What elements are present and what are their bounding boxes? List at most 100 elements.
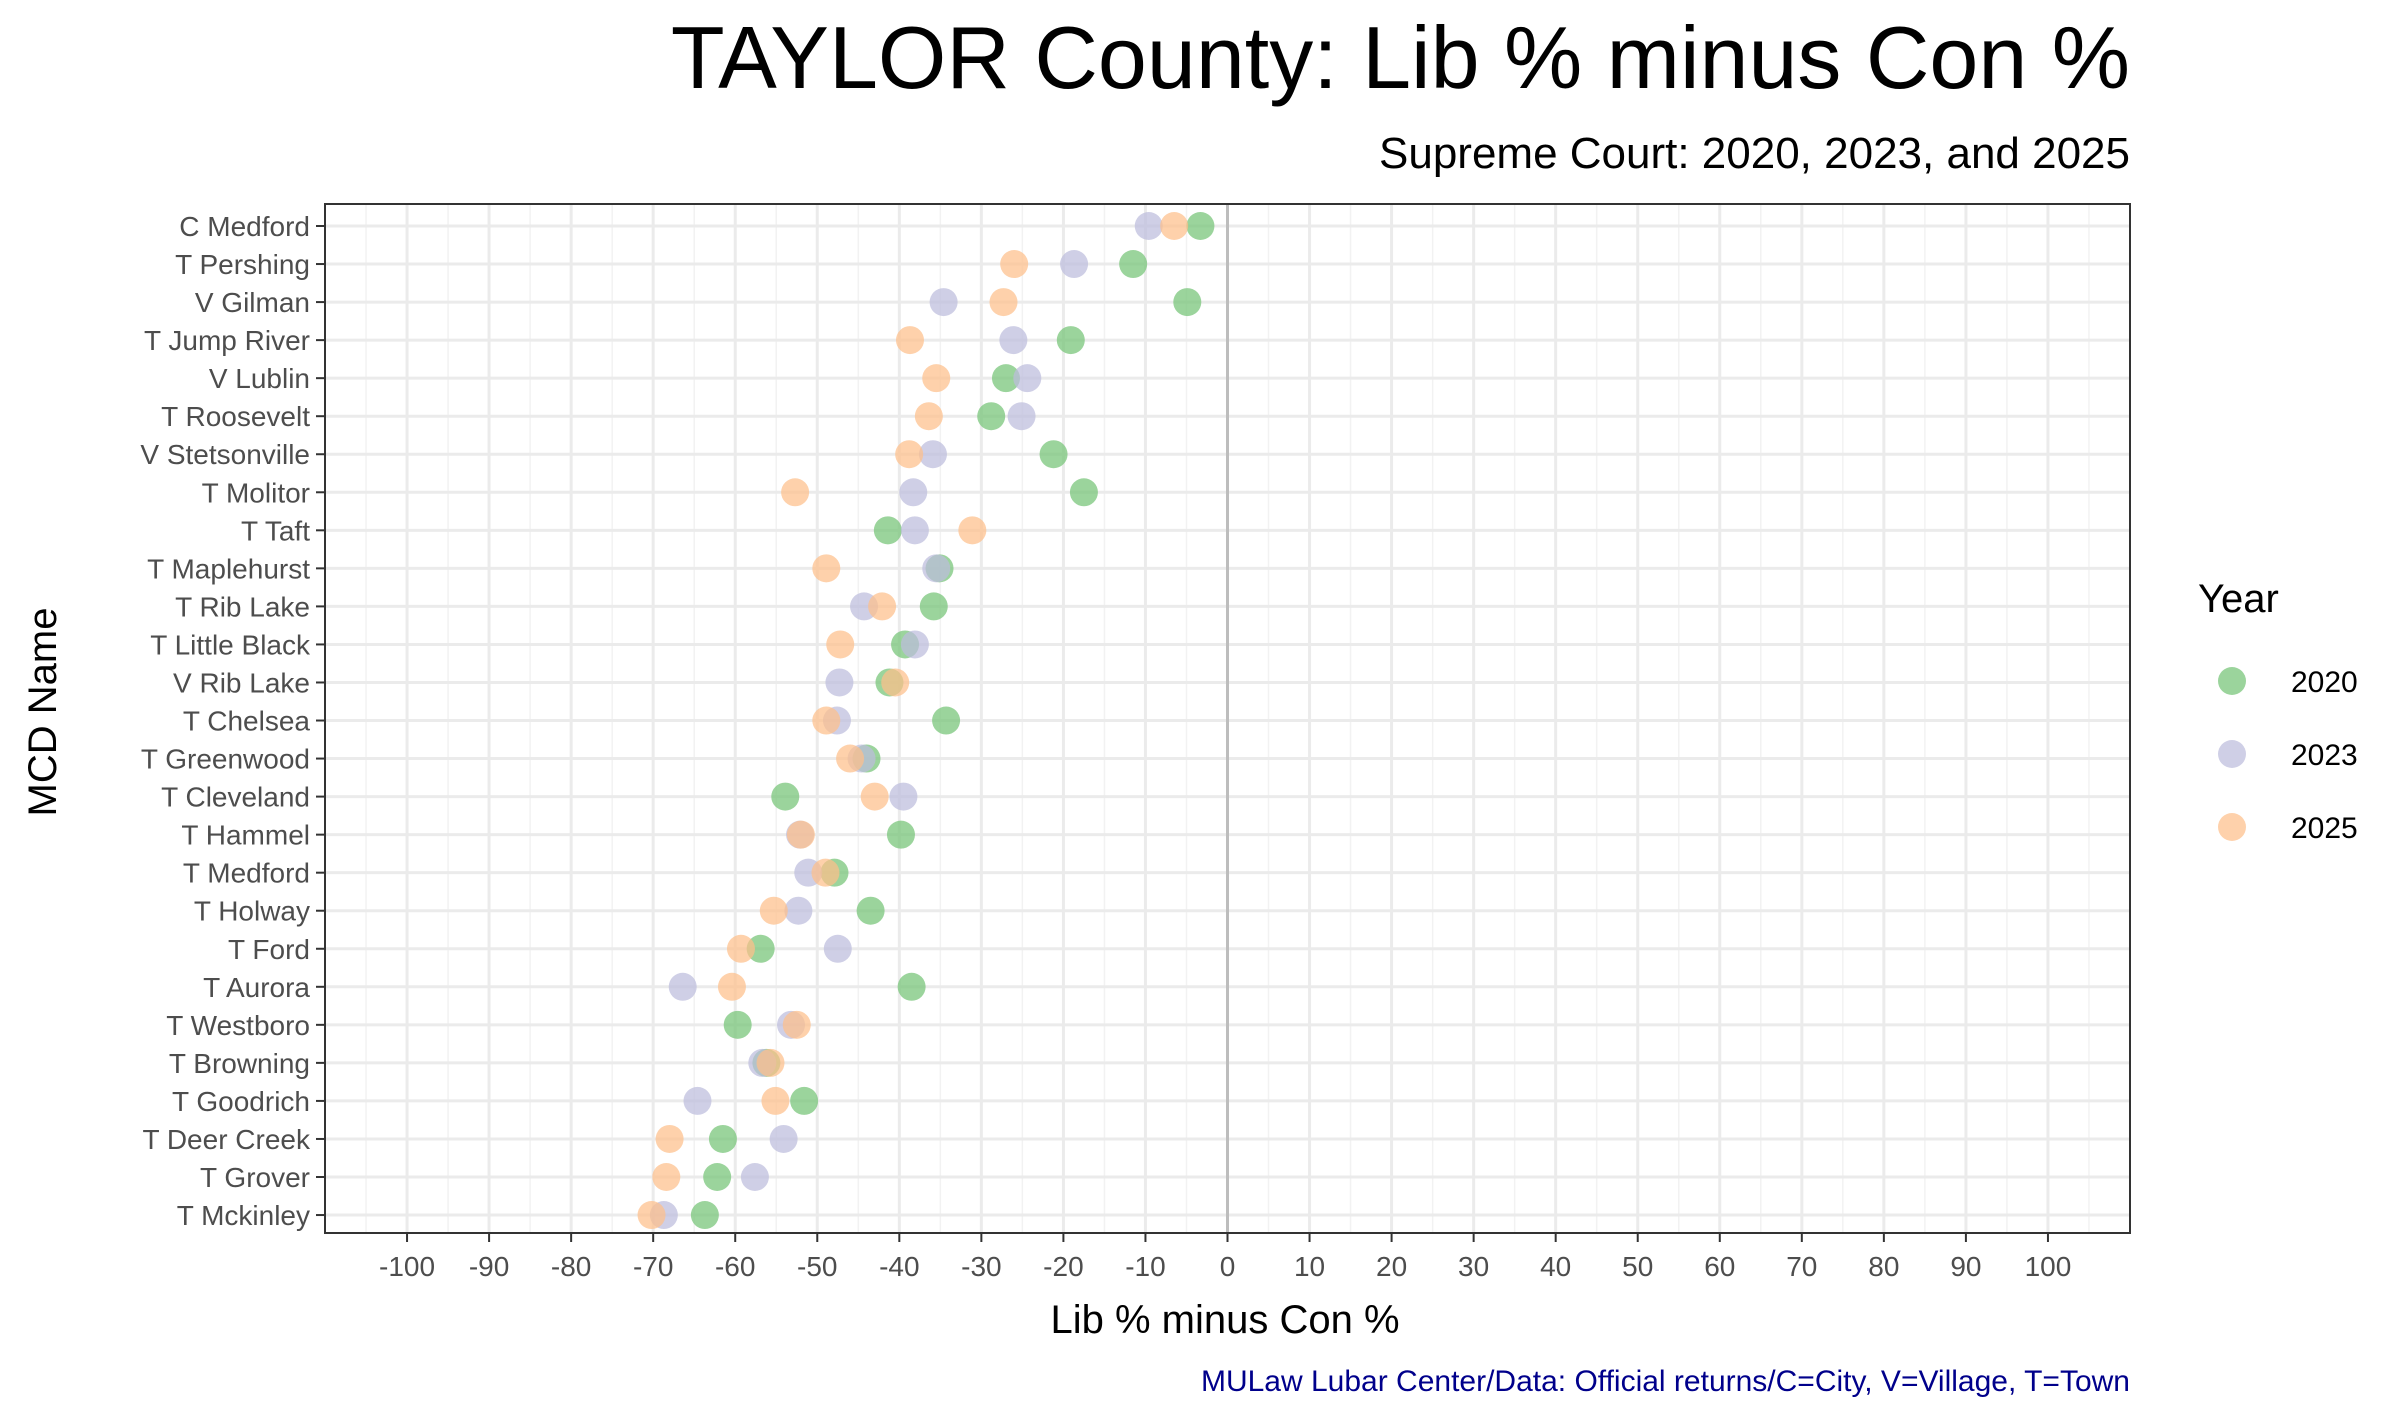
chart-subtitle: Supreme Court: 2020, 2023, and 2025 xyxy=(1379,129,2130,178)
y-tick-label: T Holway xyxy=(194,896,310,927)
x-tick-label: -70 xyxy=(633,1251,673,1282)
point-2025 xyxy=(860,782,889,811)
y-axis-title: MCD Name xyxy=(21,608,65,817)
point-2025 xyxy=(826,630,855,659)
point-2025 xyxy=(1160,212,1189,240)
point-2020 xyxy=(991,364,1020,393)
point-2025 xyxy=(781,478,810,507)
point-2020 xyxy=(771,782,800,811)
point-2023 xyxy=(784,896,813,925)
point-2025 xyxy=(836,744,865,773)
point-2023 xyxy=(1007,402,1036,431)
y-tick-label: T Roosevelt xyxy=(161,401,310,432)
y-tick-label: V Gilman xyxy=(195,287,310,318)
x-tick-label: 100 xyxy=(2025,1251,2072,1282)
point-2020 xyxy=(886,820,915,849)
point-2025 xyxy=(726,934,755,963)
y-tick-label: T Medford xyxy=(183,858,310,889)
point-2023 xyxy=(1060,250,1089,279)
point-2023 xyxy=(899,478,928,507)
point-2020 xyxy=(897,972,926,1001)
y-tick-label: V Stetsonville xyxy=(140,439,310,470)
point-2020 xyxy=(1069,478,1098,507)
chart-caption: MULaw Lubar Center/Data: Official return… xyxy=(1201,1365,2130,1398)
plot-panel xyxy=(324,203,2131,1234)
legend-label: 2025 xyxy=(2291,812,2358,845)
y-tick-label: V Lublin xyxy=(209,363,310,394)
point-2020 xyxy=(977,402,1006,431)
legend-label: 2020 xyxy=(2291,666,2358,699)
point-2025 xyxy=(1000,250,1029,279)
point-2023 xyxy=(918,440,947,469)
point-2020 xyxy=(919,592,948,621)
point-2025 xyxy=(759,896,788,925)
point-2025 xyxy=(868,592,897,621)
legend-key-2023 xyxy=(2218,740,2246,768)
x-tick-label: -50 xyxy=(797,1251,837,1282)
point-2023 xyxy=(683,1086,712,1115)
point-2023 xyxy=(1134,212,1163,240)
y-tick-label: T Grover xyxy=(200,1162,310,1193)
point-2020 xyxy=(1119,250,1148,279)
legend-title: Year xyxy=(2198,577,2279,621)
y-tick-label: T Molitor xyxy=(202,477,310,508)
point-2020 xyxy=(1039,440,1068,469)
legend: Year 2020 2023 2025 xyxy=(2198,577,2358,845)
legend-label: 2023 xyxy=(2291,739,2358,772)
point-2025 xyxy=(914,402,943,431)
x-tick-label: 30 xyxy=(1458,1251,1489,1282)
y-tick-label: T Deer Creek xyxy=(142,1124,311,1155)
x-axis-title: Lib % minus Con % xyxy=(1050,1298,1399,1342)
point-2023 xyxy=(922,554,951,583)
point-2020 xyxy=(1056,326,1085,355)
x-tick-label: 90 xyxy=(1950,1251,1981,1282)
point-2025 xyxy=(881,668,910,697)
y-tick-label: T Little Black xyxy=(150,629,311,660)
point-2025 xyxy=(782,1010,811,1039)
point-2023 xyxy=(825,668,854,697)
x-tick-label: 70 xyxy=(1786,1251,1817,1282)
x-tick-label: 10 xyxy=(1294,1251,1325,1282)
x-tick-label: -60 xyxy=(715,1251,755,1282)
point-2020 xyxy=(790,1086,819,1115)
y-tick-label: T Maplehurst xyxy=(147,553,310,584)
x-tick-label: 60 xyxy=(1704,1251,1735,1282)
point-2020 xyxy=(1173,288,1202,317)
y-tick-label: T Hammel xyxy=(181,820,310,851)
point-2023 xyxy=(823,934,852,963)
chart-title: TAYLOR County: Lib % minus Con % xyxy=(671,8,2130,107)
x-tick-label: 80 xyxy=(1868,1251,1899,1282)
point-2020 xyxy=(708,1124,737,1153)
point-2025 xyxy=(989,288,1018,317)
x-tick-label: -40 xyxy=(879,1251,919,1282)
point-2025 xyxy=(652,1163,681,1191)
x-tick-label: -80 xyxy=(551,1251,591,1282)
point-2025 xyxy=(655,1124,684,1153)
x-tick-label: 50 xyxy=(1622,1251,1653,1282)
point-2023 xyxy=(999,326,1028,355)
point-2023 xyxy=(668,972,697,1001)
point-2025 xyxy=(895,326,924,355)
legend-key-2020 xyxy=(2218,667,2246,695)
point-2020 xyxy=(690,1201,719,1230)
y-tick-label: T Taft xyxy=(241,515,310,546)
y-tick-label: V Rib Lake xyxy=(173,667,310,698)
y-axis-ticks: C Medford T Pershing V Gilman T Jump River V… xyxy=(140,211,325,1231)
point-2025 xyxy=(958,516,987,545)
x-tick-label: 20 xyxy=(1376,1251,1407,1282)
point-2023 xyxy=(900,516,929,545)
point-2020 xyxy=(932,706,961,735)
point-2025 xyxy=(717,972,746,1001)
data-points xyxy=(637,212,1215,1230)
point-2023 xyxy=(769,1124,798,1153)
legend-key-2025 xyxy=(2218,813,2246,841)
x-tick-label: -90 xyxy=(469,1251,509,1282)
y-tick-label: T Chelsea xyxy=(183,706,311,737)
point-2025 xyxy=(756,1048,785,1077)
point-2023 xyxy=(740,1163,769,1191)
point-2025 xyxy=(895,440,924,469)
y-tick-label: T Cleveland xyxy=(161,782,310,813)
point-2025 xyxy=(637,1201,666,1230)
x-tick-label: -20 xyxy=(1043,1251,1083,1282)
